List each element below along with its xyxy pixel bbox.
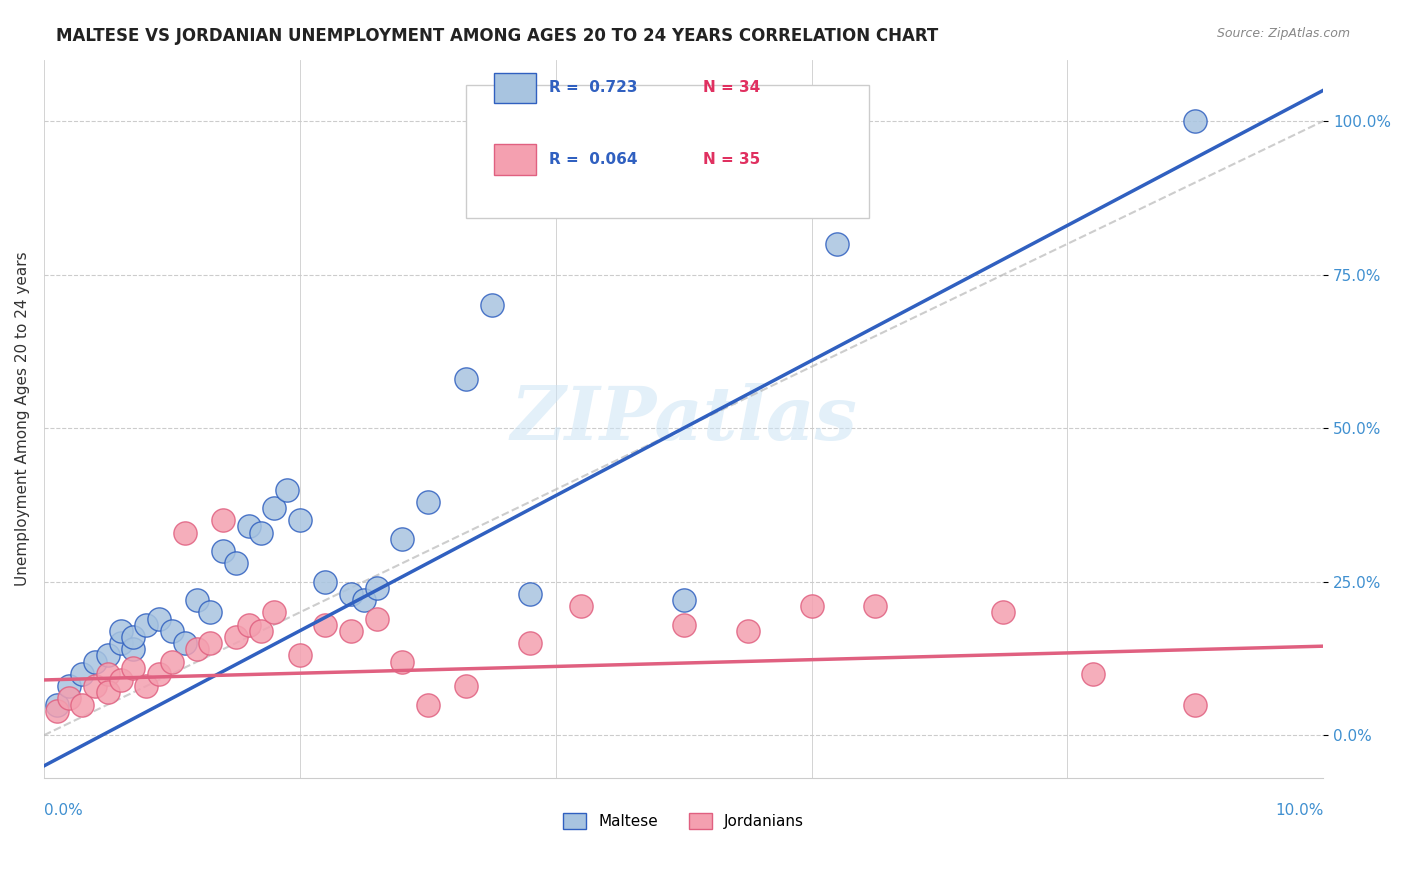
Text: N = 35: N = 35 (703, 152, 761, 167)
Point (122, 630, 145, 644)
Point (340, 587, 363, 601)
Point (288, 513, 311, 527)
Point (1184, 114, 1206, 128)
Legend: Maltese, Jordanians: Maltese, Jordanians (557, 807, 810, 835)
Text: ZIPatlas: ZIPatlas (510, 383, 858, 455)
Text: 0.0%: 0.0% (44, 803, 83, 818)
Point (825, 236, 848, 251)
Text: R =  0.723: R = 0.723 (550, 80, 638, 95)
Point (519, 587, 541, 601)
Point (353, 593, 375, 607)
Point (84, 679, 107, 693)
Point (416, 698, 439, 712)
Point (72, 698, 94, 712)
Point (288, 648, 311, 663)
Point (366, 611, 388, 625)
Point (135, 679, 157, 693)
Point (672, 617, 695, 632)
Point (122, 661, 145, 675)
Text: Source: ZipAtlas.com: Source: ZipAtlas.com (1216, 27, 1350, 40)
Point (238, 519, 260, 533)
Point (263, 500, 285, 515)
Point (173, 525, 195, 540)
Point (148, 611, 170, 625)
Point (97, 648, 120, 663)
Point (454, 372, 477, 386)
Point (200, 636, 222, 650)
Point (45, 704, 67, 718)
Point (135, 617, 157, 632)
Point (340, 624, 363, 638)
Text: 10.0%: 10.0% (1275, 803, 1323, 818)
Point (110, 636, 132, 650)
Point (263, 606, 285, 620)
Bar (495, 145, 537, 175)
Point (186, 593, 208, 607)
Point (250, 624, 273, 638)
Point (160, 655, 183, 669)
Point (454, 679, 477, 693)
Text: N = 34: N = 34 (703, 80, 761, 95)
Point (314, 574, 336, 589)
Point (366, 581, 388, 595)
Point (122, 642, 145, 657)
Point (1081, 666, 1104, 681)
Point (173, 636, 195, 650)
Point (238, 617, 260, 632)
FancyBboxPatch shape (465, 85, 869, 218)
Point (58, 691, 80, 706)
Point (416, 495, 439, 509)
Point (391, 532, 413, 546)
Point (1184, 698, 1206, 712)
Point (97, 666, 120, 681)
Point (519, 636, 541, 650)
Point (737, 624, 759, 638)
Point (97, 685, 120, 699)
Point (993, 606, 1015, 620)
Point (84, 655, 107, 669)
Point (481, 298, 503, 312)
Text: MALTESE VS JORDANIAN UNEMPLOYMENT AMONG AGES 20 TO 24 YEARS CORRELATION CHART: MALTESE VS JORDANIAN UNEMPLOYMENT AMONG … (56, 27, 938, 45)
Y-axis label: Unemployment Among Ages 20 to 24 years: Unemployment Among Ages 20 to 24 years (15, 252, 30, 586)
Point (148, 666, 170, 681)
Point (225, 556, 247, 570)
Point (110, 673, 132, 687)
Bar (495, 72, 537, 103)
Point (250, 525, 273, 540)
Text: R =  0.064: R = 0.064 (550, 152, 638, 167)
Point (672, 593, 695, 607)
Point (314, 617, 336, 632)
Point (45, 698, 67, 712)
Point (225, 630, 247, 644)
Point (276, 483, 298, 497)
Point (58, 679, 80, 693)
Point (212, 544, 235, 558)
Point (200, 606, 222, 620)
Point (569, 599, 592, 614)
Point (391, 655, 413, 669)
Point (212, 513, 235, 527)
Point (186, 642, 208, 657)
Point (800, 599, 823, 614)
Point (160, 624, 183, 638)
Point (865, 599, 887, 614)
Point (110, 624, 132, 638)
Point (72, 666, 94, 681)
